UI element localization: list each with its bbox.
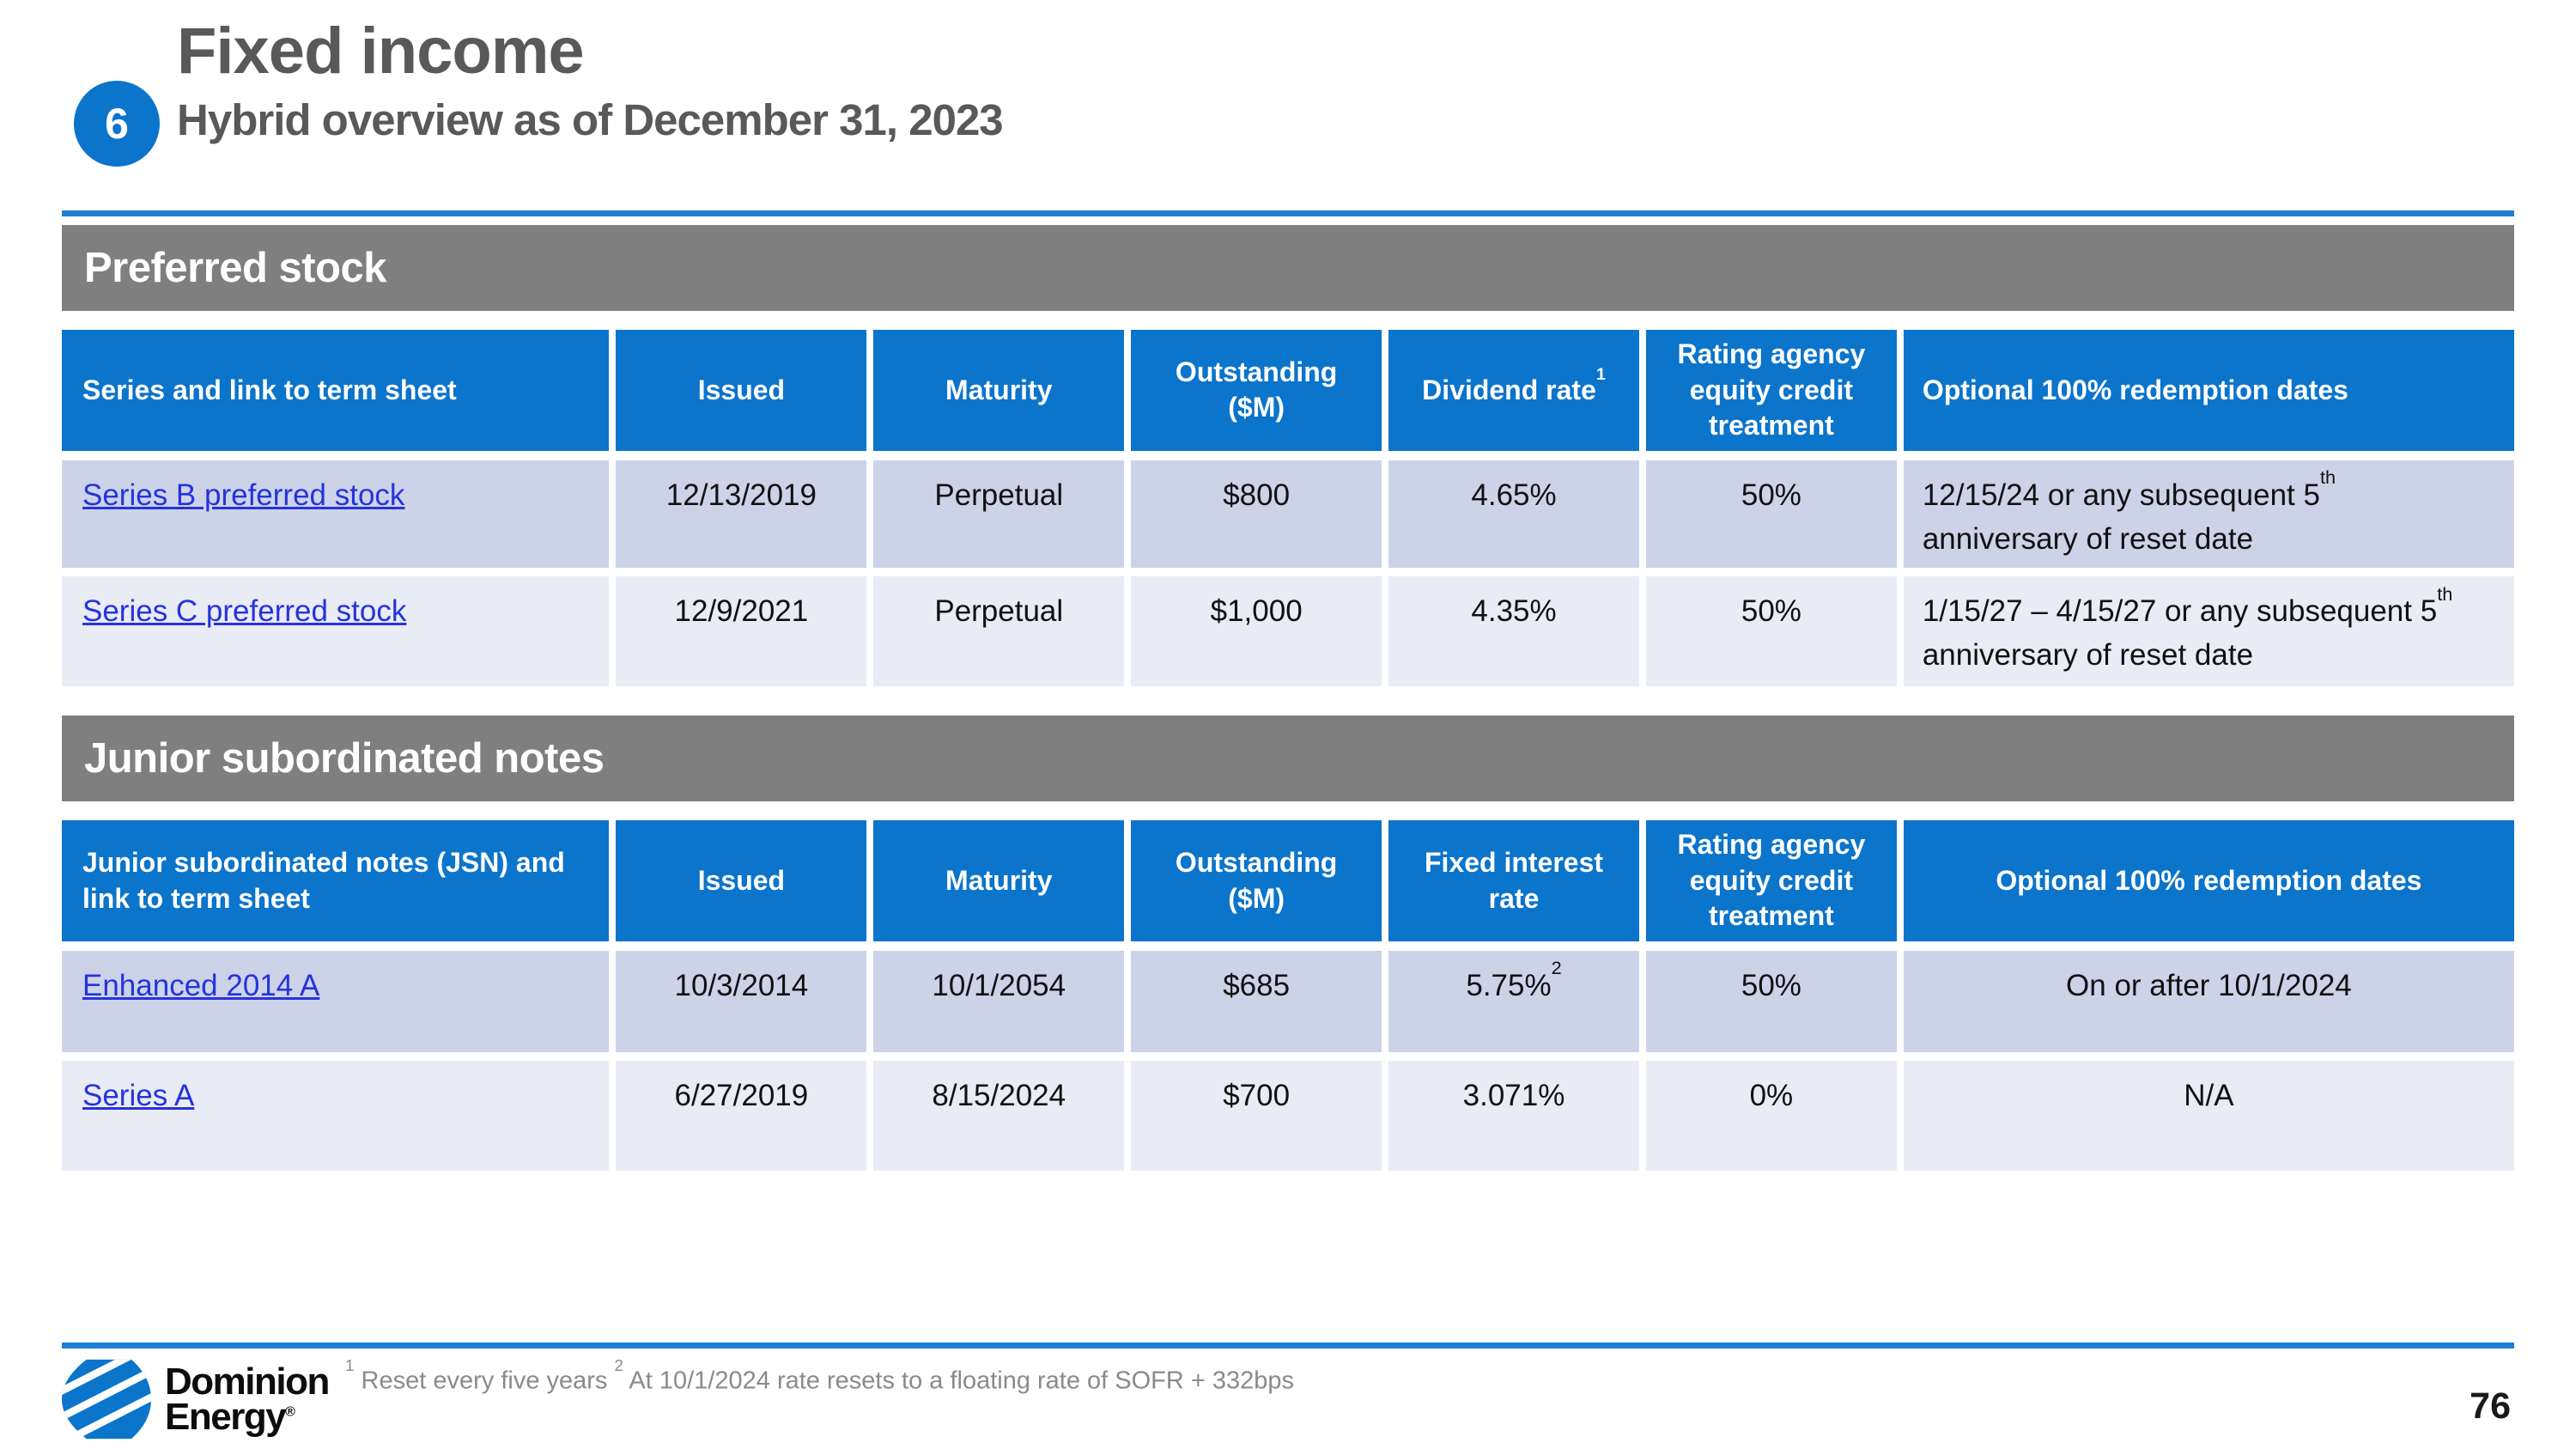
maturity-cell: 8/15/2024 <box>873 1061 1132 1172</box>
page-number: 76 <box>2470 1385 2511 1427</box>
issued-cell: 6/27/2019 <box>616 1061 874 1172</box>
preferred-stock-table: Series and link to term sheet Issued Mat… <box>62 330 2514 687</box>
column-header-issued: Issued <box>616 330 874 460</box>
slide-number-badge: 6 <box>74 81 160 167</box>
section-bar-junior-notes: Junior subordinated notes <box>62 715 2514 802</box>
footnote-marker-1: 1 <box>345 1355 355 1374</box>
dominion-logo-mark-icon <box>62 1359 151 1440</box>
rating-equity-credit-cell: 50% <box>1645 576 1904 687</box>
ordinal-suffix: th <box>2437 582 2453 605</box>
term-sheet-link-series-b[interactable]: Series B preferred stock <box>82 478 405 512</box>
page-title: Fixed income <box>177 15 585 88</box>
column-header-redemption-dates: Optional 100% redemption dates <box>1903 330 2514 460</box>
dividend-rate-cell: 4.65% <box>1388 460 1646 577</box>
issued-cell: 12/13/2019 <box>616 460 874 577</box>
series-cell: Series A <box>62 1061 617 1172</box>
rate-text: 3.071% <box>1462 1079 1565 1113</box>
redemption-text: 12/15/24 or any subsequent 5 <box>1922 478 2320 512</box>
redemption-dates-cell: 1/15/27 – 4/15/27 or any subsequent 5th … <box>1903 576 2514 687</box>
issued-cell: 10/3/2014 <box>616 951 874 1062</box>
redemption-text: anniversary of reset date <box>1922 638 2254 673</box>
term-sheet-link-series-c[interactable]: Series C preferred stock <box>82 594 407 629</box>
footer: Dominion Energy® 1 Reset every five year… <box>62 1342 2514 1449</box>
redemption-dates-cell: 12/15/24 or any subsequent 5th anniversa… <box>1903 460 2514 577</box>
redemption-dates-cell: N/A <box>1903 1061 2514 1172</box>
issued-cell: 12/9/2021 <box>616 576 874 687</box>
redemption-dates-cell: On or after 10/1/2024 <box>1903 951 2514 1062</box>
maturity-cell: 10/1/2054 <box>873 951 1132 1062</box>
fixed-rate-cell: 5.75%2 <box>1388 951 1646 1062</box>
column-header-series: Series and link to term sheet <box>62 330 617 460</box>
rating-equity-credit-cell: 50% <box>1645 951 1904 1062</box>
table-row: Enhanced 2014 A 10/3/2014 10/1/2054 $685… <box>62 951 2514 1062</box>
rating-equity-credit-cell: 50% <box>1645 460 1904 577</box>
rating-equity-credit-cell: 0% <box>1645 1061 1904 1172</box>
dominion-energy-logo: Dominion Energy® <box>62 1358 330 1440</box>
redemption-text: anniversary of reset date <box>1922 521 2254 556</box>
term-sheet-link-series-a[interactable]: Series A <box>82 1079 195 1113</box>
section-title: Preferred stock <box>84 245 387 291</box>
footnote-marker-2: 2 <box>614 1355 623 1374</box>
column-header-fixed-interest-rate: Fixed interest rate <box>1388 820 1646 952</box>
fixed-rate-cell: 3.071% <box>1388 1061 1646 1172</box>
dividend-rate-cell: 4.35% <box>1388 576 1646 687</box>
maturity-cell: Perpetual <box>873 460 1132 577</box>
footnote-text-2: At 10/1/2024 rate resets to a floating r… <box>623 1367 1295 1395</box>
column-header-rating-equity-credit: Rating agency equity credit treatment <box>1645 330 1904 460</box>
table-header-row: Junior subordinated notes (JSN) and link… <box>62 820 2514 952</box>
column-header-dividend-rate: Dividend rate1 <box>1388 330 1646 460</box>
section-bar-preferred-stock: Preferred stock <box>62 225 2514 311</box>
table-row: Series B preferred stock 12/13/2019 Perp… <box>62 460 2514 577</box>
outstanding-cell: $1,000 <box>1131 576 1389 687</box>
footnote: 1 Reset every five years 2 At 10/1/2024 … <box>345 1356 1295 1396</box>
outstanding-cell: $700 <box>1131 1061 1389 1172</box>
outstanding-cell: $685 <box>1131 951 1389 1062</box>
series-cell: Series C preferred stock <box>62 576 617 687</box>
redemption-text: 1/15/27 – 4/15/27 or any subsequent 5 <box>1922 594 2438 629</box>
footnote-marker: 1 <box>1595 365 1606 385</box>
column-header-jsn-series: Junior subordinated notes (JSN) and link… <box>62 820 617 952</box>
logo-line-2-text: Energy <box>165 1395 287 1438</box>
logo-line-2: Energy® <box>165 1397 329 1435</box>
table-row: Series A 6/27/2019 8/15/2024 $700 3.071%… <box>62 1061 2514 1172</box>
column-header-outstanding: Outstanding ($M) <box>1131 820 1389 952</box>
table-header-row: Series and link to term sheet Issued Mat… <box>62 330 2514 460</box>
series-cell: Enhanced 2014 A <box>62 951 617 1062</box>
logo-wordmark: Dominion Energy® <box>165 1358 330 1436</box>
series-cell: Series B preferred stock <box>62 460 617 577</box>
table-row: Series C preferred stock 12/9/2021 Perpe… <box>62 576 2514 687</box>
ordinal-suffix: th <box>2319 466 2336 489</box>
outstanding-cell: $800 <box>1131 460 1389 577</box>
badge-number: 6 <box>105 100 129 148</box>
junior-notes-table: Junior subordinated notes (JSN) and link… <box>62 820 2514 1172</box>
rate-text: 5.75% <box>1466 969 1552 1003</box>
section-title: Junior subordinated notes <box>84 735 605 782</box>
column-header-rating-equity-credit: Rating agency equity credit treatment <box>1645 820 1904 952</box>
column-header-outstanding: Outstanding ($M) <box>1131 330 1389 460</box>
title-divider <box>62 210 2514 216</box>
column-header-maturity: Maturity <box>873 330 1132 460</box>
footnote-marker: 2 <box>1551 957 1562 979</box>
maturity-cell: Perpetual <box>873 576 1132 687</box>
page-subtitle: Hybrid overview as of December 31, 2023 <box>177 95 1004 144</box>
term-sheet-link-enhanced-2014a[interactable]: Enhanced 2014 A <box>82 969 320 1003</box>
column-header-maturity: Maturity <box>873 820 1132 952</box>
footer-divider <box>62 1342 2514 1349</box>
footnote-text-1: Reset every five years <box>354 1367 615 1395</box>
header: 6 Fixed income Hybrid overview as of Dec… <box>62 0 2514 216</box>
registered-mark: ® <box>285 1404 295 1420</box>
column-header-issued: Issued <box>616 820 874 952</box>
column-header-redemption-dates: Optional 100% redemption dates <box>1903 820 2514 952</box>
logo-line-1: Dominion <box>165 1361 330 1403</box>
header-text: Dividend rate <box>1422 374 1596 405</box>
